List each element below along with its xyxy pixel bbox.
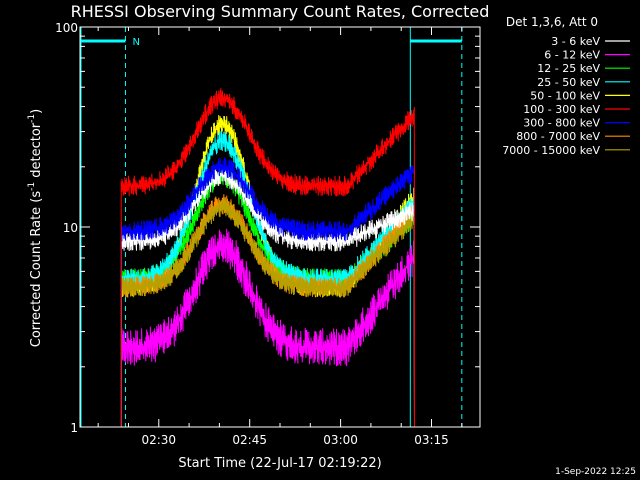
y-axis-label-sup1: -1: [27, 182, 37, 191]
legend-label-7: 800 - 7000 keV: [516, 130, 600, 143]
legend-label-3: 25 - 50 keV: [537, 76, 600, 89]
series-line-6: [120, 157, 415, 428]
x-tick-label: 03:00: [323, 433, 358, 447]
series-line-5: [120, 88, 415, 428]
legend-label-5: 100 - 300 keV: [523, 103, 600, 116]
y-axis-label-sup2: -1: [27, 114, 37, 123]
x-tick-label: 02:45: [232, 433, 267, 447]
y-axis-label-mid: detector: [29, 122, 44, 182]
legend-label-2: 12 - 25 keV: [537, 62, 600, 75]
y-axis-label-main: Corrected Count Rate (s: [29, 191, 44, 348]
date-stamp: 1-Sep-2022 12:25: [555, 467, 636, 477]
x-tick-label: 02:30: [141, 433, 176, 447]
legend-header: Det 1,3,6, Att 0: [506, 15, 598, 29]
y-tick-label: 100: [55, 21, 78, 35]
y-axis-label: Corrected Count Rate (s-1 detector-1): [27, 109, 44, 347]
legend-label-4: 50 - 100 keV: [530, 89, 600, 102]
night-marker: N: [132, 37, 139, 48]
x-tick-label: 03:15: [414, 433, 449, 447]
legend-label-1: 6 - 12 keV: [544, 49, 600, 62]
series-line-3: [120, 131, 415, 428]
y-tick-label: 1: [70, 421, 78, 435]
chart-title: RHESSI Observing Summary Count Rates, Co…: [71, 2, 490, 21]
series-line-1: [120, 228, 415, 428]
series-line-8: [120, 198, 415, 428]
y-tick-label: 10: [63, 221, 78, 235]
plot-area: N: [80, 27, 463, 428]
x-axis-label: Start Time (22-Jul-17 02:19:22): [178, 456, 381, 471]
axes-frame: 02:30 02:45 03:00 03:15 1 10 100: [55, 21, 481, 447]
legend-label-0: 3 - 6 keV: [551, 35, 600, 48]
y-axis-label-end: ): [29, 109, 44, 114]
legend-label-6: 300 - 800 keV: [523, 117, 600, 130]
legend-label-8: 7000 - 15000 keV: [502, 144, 600, 157]
